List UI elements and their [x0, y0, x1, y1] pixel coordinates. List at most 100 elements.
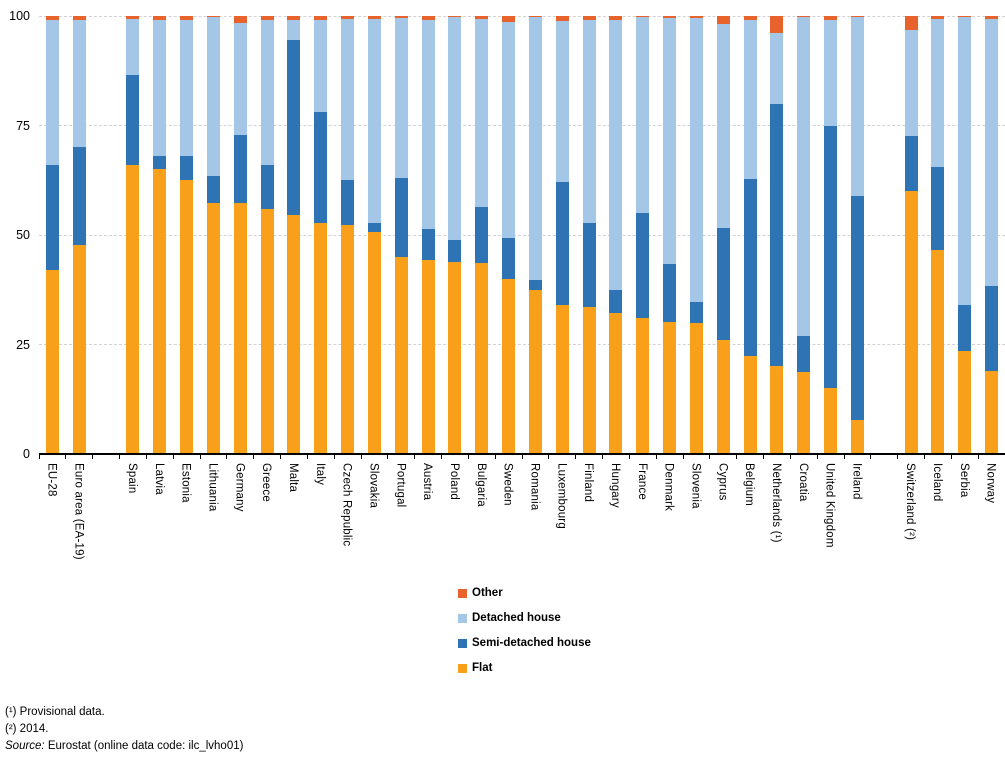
- footnote-1: (¹) Provisional data.: [5, 706, 105, 718]
- x-label-luxembourg: Luxembourg: [555, 463, 568, 529]
- segment-detached: [394, 18, 408, 179]
- segment-other: [448, 16, 462, 18]
- segment-flat: [904, 191, 918, 454]
- bar-greece: [260, 16, 274, 454]
- segment-semi_detached: [448, 239, 462, 262]
- axis-tick: [333, 454, 335, 459]
- segment-detached: [45, 19, 59, 165]
- segment-detached: [931, 18, 945, 168]
- segment-flat: [475, 263, 489, 454]
- segment-flat: [126, 165, 140, 454]
- bar-portugal: [394, 16, 408, 454]
- x-label-slovenia: Slovenia: [689, 463, 702, 509]
- footnote-2: (²) 2014.: [5, 723, 49, 735]
- axis-tick: [655, 454, 657, 459]
- x-label-united-kingdom: United Kingdom: [823, 463, 836, 548]
- segment-other: [502, 16, 516, 22]
- segment-flat: [663, 321, 677, 454]
- segment-semi_detached: [958, 305, 972, 352]
- x-label-sweden: Sweden: [501, 463, 514, 506]
- axis-tick: [521, 454, 523, 459]
- segment-semi_detached: [153, 156, 167, 170]
- segment-flat: [824, 387, 838, 454]
- segment-semi_detached: [770, 104, 784, 367]
- segment-semi_detached: [72, 146, 86, 245]
- legend-item-semi-detached-house: Semi-detached house: [458, 636, 591, 650]
- gridline-25: [39, 344, 1005, 345]
- segment-flat: [206, 202, 220, 454]
- segment-flat: [394, 256, 408, 454]
- segment-detached: [475, 18, 489, 207]
- segment-semi_detached: [689, 301, 703, 324]
- x-label-latvia: Latvia: [152, 463, 165, 495]
- segment-semi_detached: [367, 223, 381, 232]
- legend-label-other: Other: [472, 587, 503, 599]
- segment-flat: [689, 323, 703, 454]
- segment-detached: [260, 19, 274, 165]
- segment-detached: [314, 19, 328, 112]
- segment-flat: [931, 249, 945, 454]
- x-label-slovakia: Slovakia: [367, 463, 380, 509]
- segment-flat: [716, 340, 730, 454]
- axis-tick: [763, 454, 764, 459]
- segment-flat: [341, 225, 355, 454]
- segment-flat: [850, 419, 864, 454]
- segment-semi_detached: [45, 164, 59, 271]
- x-label-finland: Finland: [582, 463, 595, 503]
- segment-detached: [904, 30, 918, 137]
- x-axis-line: [39, 453, 1005, 455]
- x-label-austria: Austria: [421, 463, 434, 501]
- legend-item-flat: Flat: [458, 661, 591, 675]
- axis-tick: [145, 454, 147, 459]
- segment-other: [341, 16, 355, 19]
- segment-semi_detached: [904, 136, 918, 192]
- segment-detached: [233, 23, 247, 135]
- segment-semi_detached: [636, 212, 650, 318]
- x-label-norway: Norway: [984, 463, 997, 504]
- bar-iceland: [931, 16, 945, 454]
- segment-other: [45, 16, 59, 20]
- y-tick-label-50: 50: [16, 228, 30, 242]
- x-label-spain: Spain: [125, 463, 138, 494]
- axis-tick: [602, 454, 603, 459]
- axis-tick: [924, 454, 925, 459]
- chart-legend: Other Detached house Semi-detached house Fl…: [458, 586, 591, 686]
- segment-semi_detached: [502, 238, 516, 279]
- segment-detached: [636, 17, 650, 213]
- axis-tick: [387, 454, 389, 459]
- bar-luxembourg: [555, 16, 569, 454]
- segment-flat: [582, 307, 596, 454]
- segment-detached: [824, 19, 838, 126]
- gridline-75: [39, 125, 1005, 126]
- x-label-euro-area-ea-19: Euro area (EA-19): [72, 463, 85, 560]
- bar-italy: [314, 16, 328, 454]
- axis-tick: [253, 454, 255, 459]
- axis-tick: [548, 454, 550, 459]
- segment-other: [233, 16, 247, 24]
- x-label-france: France: [635, 463, 648, 500]
- bar-bulgaria: [475, 16, 489, 454]
- segment-semi_detached: [850, 196, 864, 420]
- footnotes: (¹) Provisional data. (²) 2014. Source: …: [5, 704, 243, 755]
- x-label-greece: Greece: [260, 463, 273, 502]
- segment-flat: [985, 371, 999, 454]
- x-label-estonia: Estonia: [179, 463, 192, 503]
- x-label-iceland: Iceland: [930, 463, 943, 502]
- bar-serbia: [958, 16, 972, 454]
- segment-flat: [958, 351, 972, 454]
- segment-other: [958, 16, 972, 18]
- segment-flat: [421, 260, 435, 454]
- segment-detached: [367, 19, 381, 224]
- axis-tick: [280, 454, 281, 459]
- axis-tick: [494, 454, 496, 459]
- legend-item-detached-house: Detached house: [458, 611, 591, 625]
- segment-flat: [260, 208, 274, 454]
- segment-other: [985, 16, 999, 19]
- segment-semi_detached: [824, 125, 838, 388]
- segment-detached: [743, 19, 757, 180]
- x-label-switzerland: Switzerland (²): [904, 463, 917, 541]
- segment-semi_detached: [287, 40, 301, 216]
- bar-belgium: [743, 16, 757, 454]
- legend-item-other: Other: [458, 586, 591, 600]
- gridline-50: [39, 234, 1005, 236]
